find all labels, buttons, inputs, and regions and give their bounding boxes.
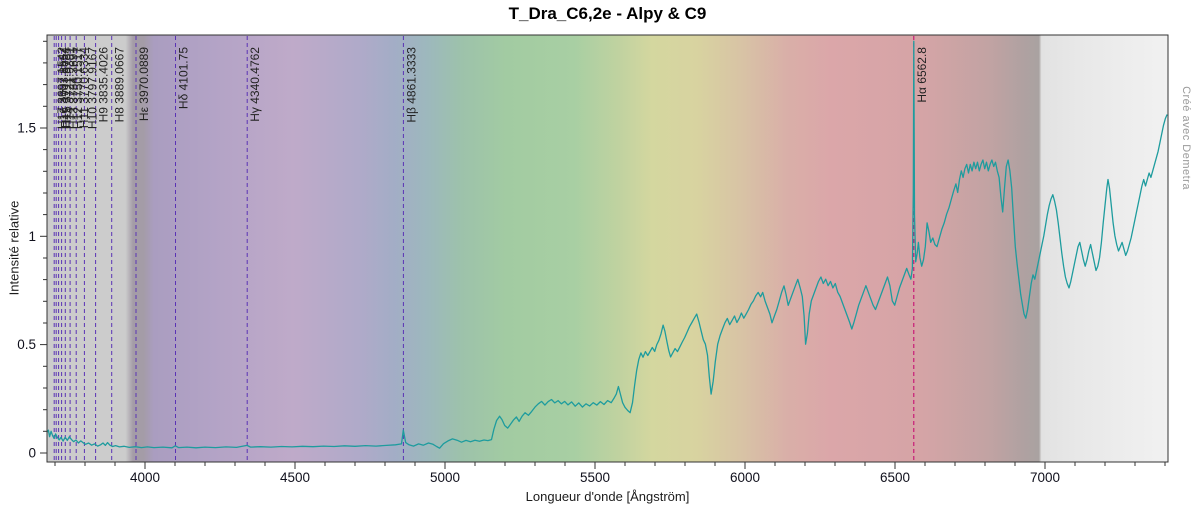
x-axis-tick-label: 4000 xyxy=(130,470,160,485)
balmer-line-label: H9 3835.4026 xyxy=(97,47,111,123)
y-axis-tick-label: 0 xyxy=(28,446,36,461)
plot-area xyxy=(47,35,1168,462)
balmer-line-label: Hε 3970.0889 xyxy=(137,47,151,121)
balmer-line-label: H16 3703.8554 xyxy=(57,47,71,129)
balmer-line-label: H15 3711.9784 xyxy=(60,47,74,129)
balmer-line-label: H17 3697.1542 xyxy=(55,47,69,129)
y-axis-tick-label: 0.5 xyxy=(17,337,36,352)
x-axis-tick-label: 5000 xyxy=(430,470,460,485)
balmer-line-label: H11 3770.6334 xyxy=(77,47,91,129)
x-axis-tick-label: 7000 xyxy=(1030,470,1060,485)
plot-border xyxy=(46,34,1169,463)
watermark-credit: Créé avec Demetra xyxy=(1180,86,1192,190)
x-axis-tick-label: 4500 xyxy=(280,470,310,485)
balmer-line-label: H13 3734.3691 xyxy=(66,47,80,129)
balmer-line-label: Hβ 4861.3333 xyxy=(404,47,418,123)
x-axis-tick-label: 6000 xyxy=(730,470,760,485)
balmer-line-label: H14 3721.9391 xyxy=(63,47,77,129)
x-axis-title: Longueur d'onde [Ångström] xyxy=(525,489,690,504)
balmer-line-label: H10 3797.9167 xyxy=(85,47,99,129)
balmer-line-label: H8 3889.0667 xyxy=(113,47,127,123)
x-axis-tick-label: 5500 xyxy=(580,470,610,485)
balmer-line-label: Hγ 4340.4762 xyxy=(248,47,262,122)
y-axis-tick-label: 1.5 xyxy=(17,121,36,136)
spectrum-curve xyxy=(47,40,1168,449)
x-axis-tick-label: 6500 xyxy=(880,470,910,485)
balmer-line-label: Hδ 4101.75 xyxy=(177,47,191,109)
chart-title: T_Dra_C6,2e - Alpy & C9 xyxy=(508,4,707,23)
balmer-line-label: H12 3750.1517 xyxy=(71,47,85,129)
y-axis-tick-label: 1 xyxy=(28,229,36,244)
balmer-line-label: Hα 6562.8 xyxy=(915,47,929,103)
